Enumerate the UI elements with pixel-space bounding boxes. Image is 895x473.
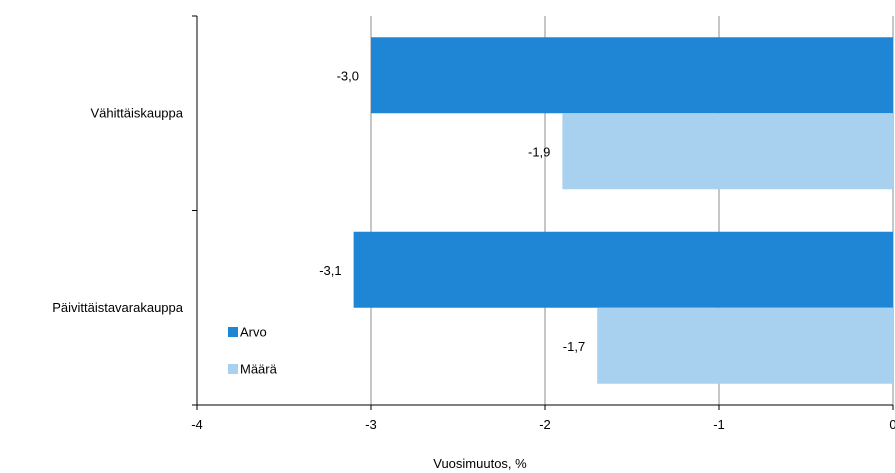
data-label: -3,1 <box>319 263 341 278</box>
x-tick-label: -4 <box>191 417 203 432</box>
bar-arvo <box>353 231 894 308</box>
x-tick-label: -1 <box>713 417 725 432</box>
bar-arvo <box>371 37 893 114</box>
axes <box>192 15 894 410</box>
data-label: -1,9 <box>528 144 550 159</box>
labels: Vähittäiskauppa -3,0 -1,9 Päivittäistavarak… <box>52 68 895 432</box>
legend-swatch-maara <box>228 364 238 374</box>
x-tick-label: 0 <box>889 417 895 432</box>
legend-label-maara: Määrä <box>240 362 278 377</box>
legend: Arvo Määrä <box>228 325 278 377</box>
data-label: -1,7 <box>563 339 585 354</box>
x-tick-label: -3 <box>365 417 377 432</box>
category-label: Vähittäiskauppa <box>90 105 183 120</box>
category-label: Päivittäistavarakauppa <box>52 300 184 315</box>
bar-maara <box>597 307 893 384</box>
data-label: -3,0 <box>337 68 359 83</box>
bar-maara <box>562 113 893 190</box>
x-tick-label: -2 <box>539 417 551 432</box>
legend-swatch-arvo <box>228 327 238 337</box>
legend-label-arvo: Arvo <box>240 325 267 340</box>
x-axis-title: Vuosimuutos, % <box>433 456 527 471</box>
bars <box>353 37 894 384</box>
